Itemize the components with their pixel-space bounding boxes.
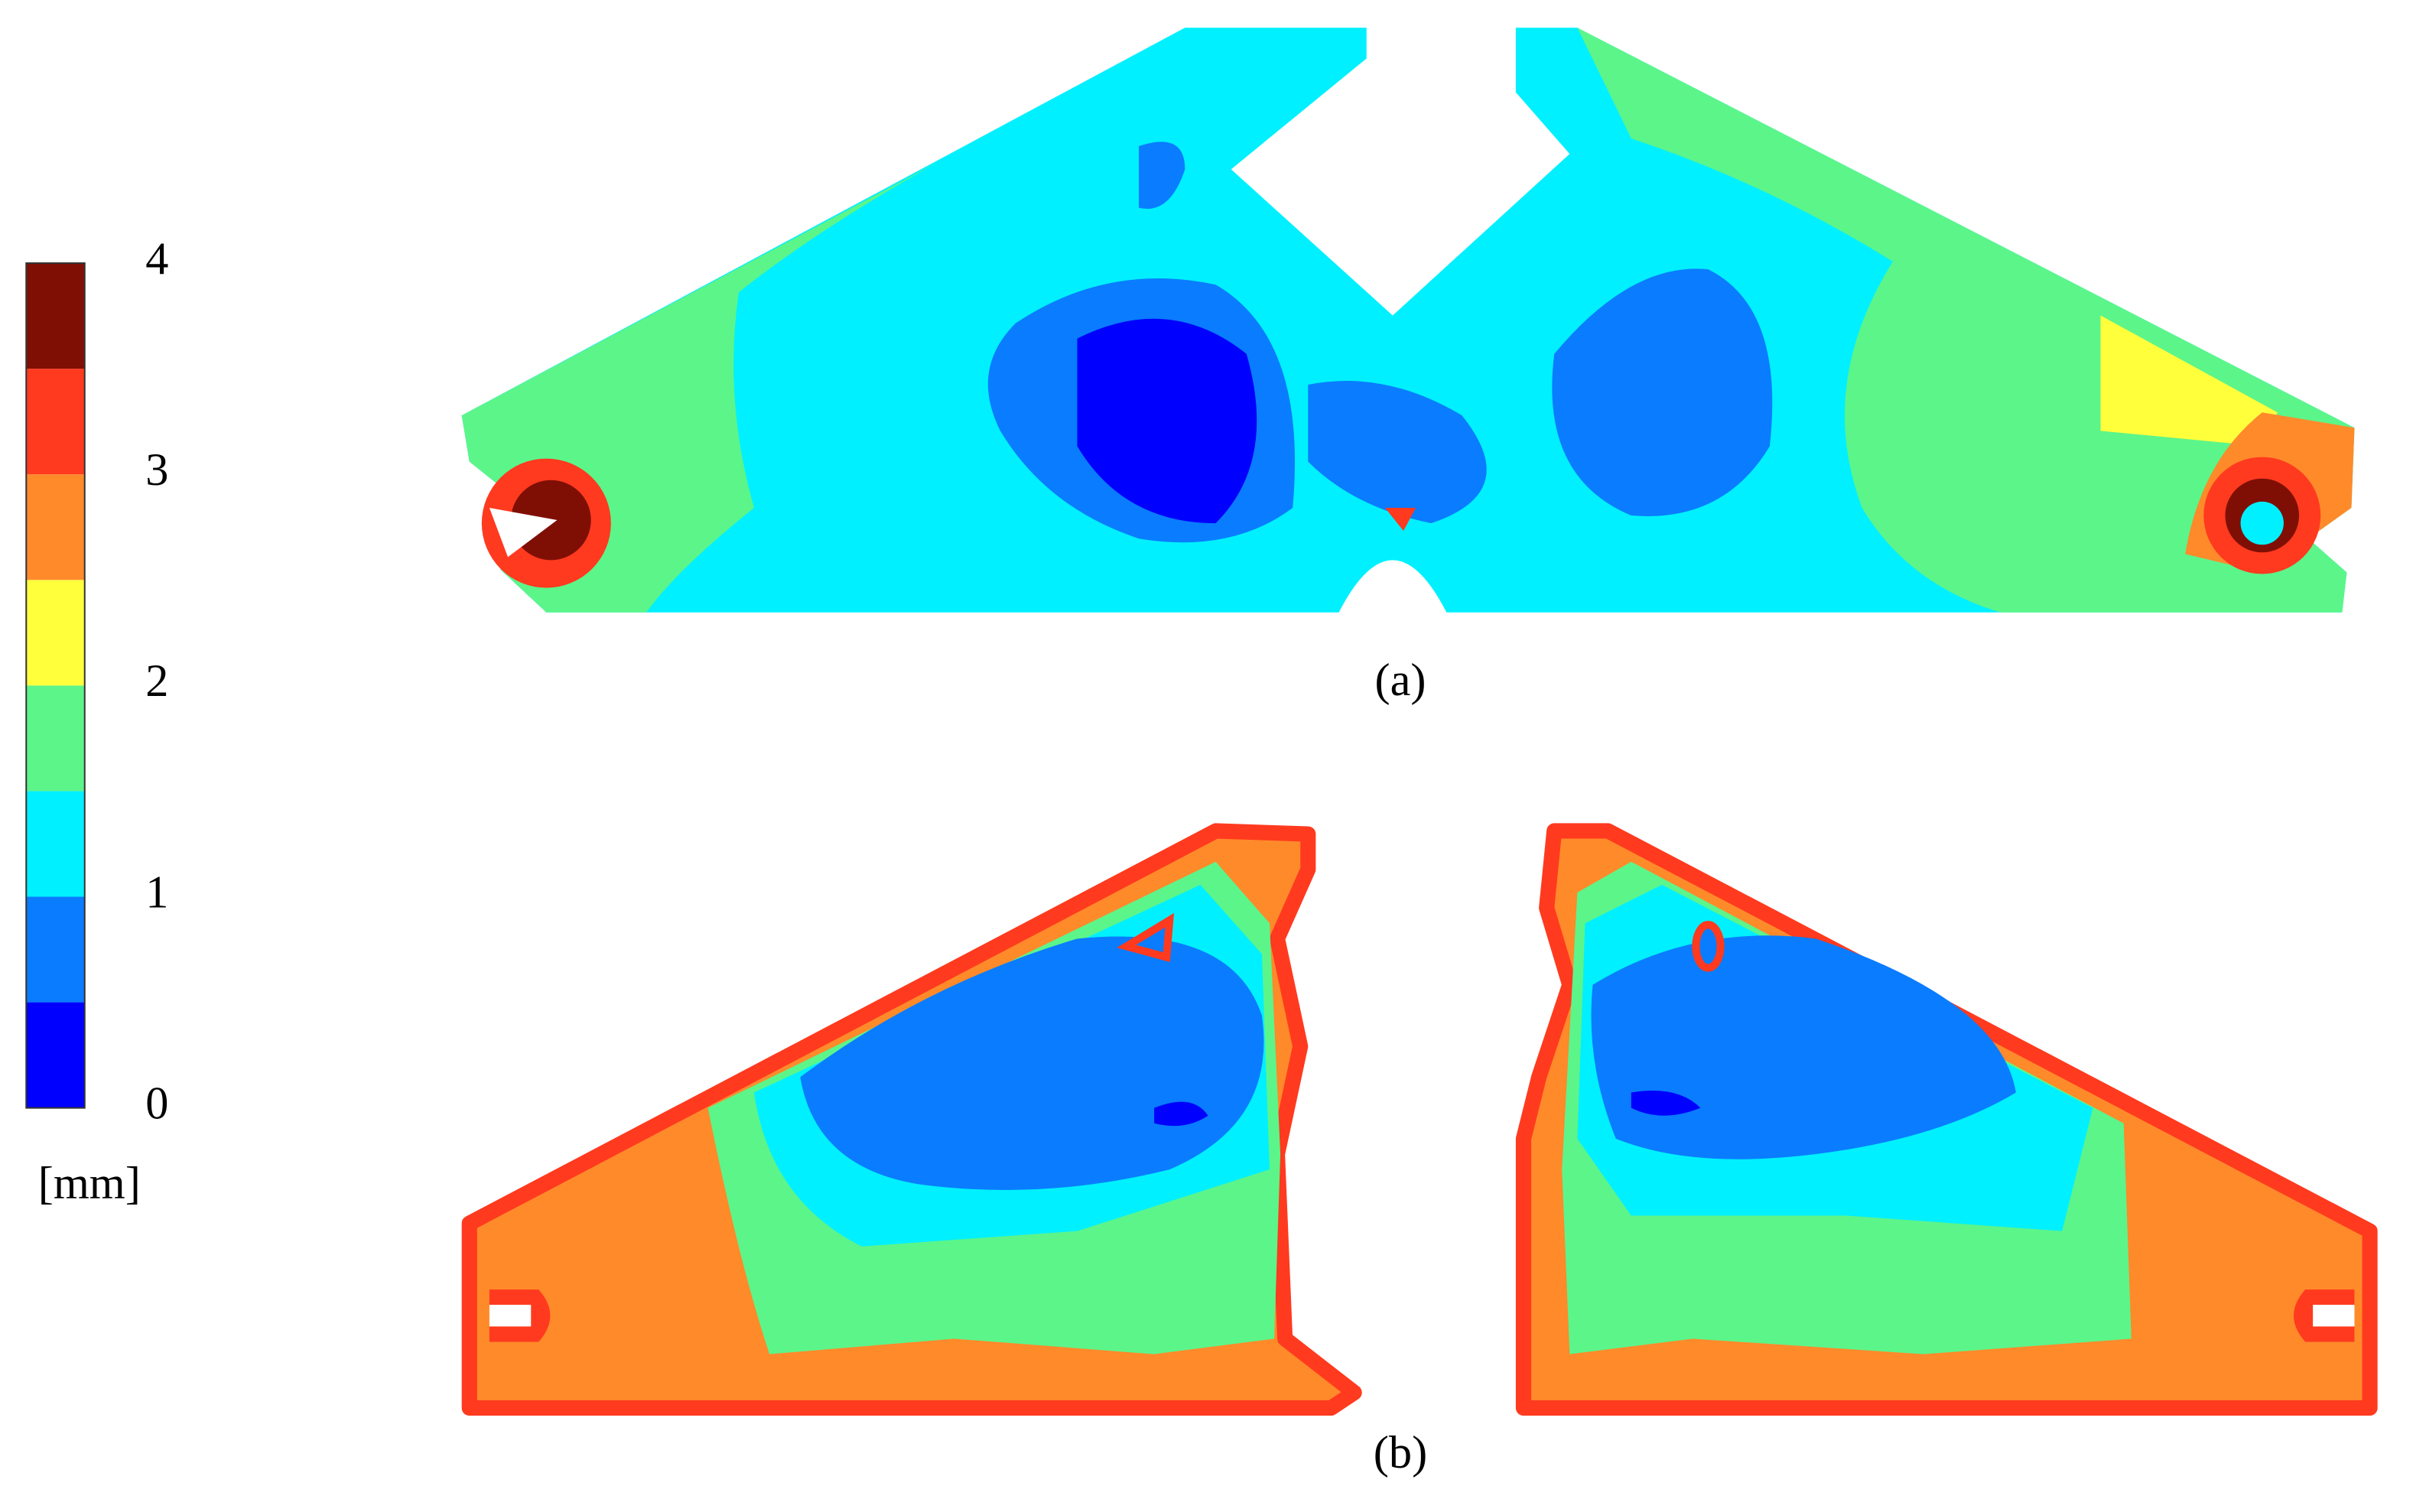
colorbar-frame	[25, 262, 86, 1109]
panel-a-map	[461, 28, 2355, 613]
colorbar-bin	[26, 580, 85, 686]
colorbar: 0 1 2 3 4	[25, 233, 168, 1130]
colorbar-bin	[26, 474, 85, 580]
colorbar-bin	[26, 263, 85, 369]
colorbar-tick-label: 1	[145, 867, 168, 918]
panel-b-map	[461, 823, 2378, 1416]
colorbar-bin	[26, 1002, 85, 1108]
colorbar-tick-label: 4	[145, 233, 168, 285]
colorbar-bin	[26, 685, 85, 792]
colorbar-tick-label: 0	[145, 1078, 168, 1130]
colorbar-tick-label: 2	[145, 655, 168, 707]
colorbar-bin	[26, 369, 85, 475]
colorbar-tick-label: 3	[145, 444, 168, 496]
panel-caption: (a)	[1375, 655, 1426, 706]
colorbar-bin	[26, 791, 85, 897]
colorbar-bin	[26, 896, 85, 1003]
colorbar-unit: [mm]	[38, 1158, 141, 1209]
panel-caption: (b)	[1374, 1427, 1427, 1478]
